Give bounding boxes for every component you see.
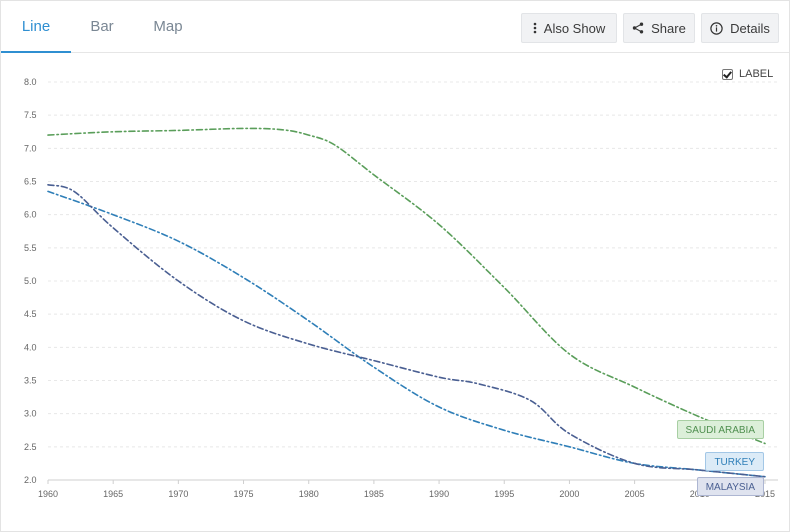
x-tick-label: 2005 bbox=[625, 489, 645, 499]
series-line-turkey[interactable] bbox=[47, 190, 766, 478]
y-tick-label: 4.5 bbox=[24, 309, 37, 319]
tab-bar[interactable]: Bar bbox=[90, 18, 114, 35]
y-tick-label: 4.0 bbox=[24, 342, 37, 352]
chart-toolbar: Line Bar Map Also Show Share bbox=[1, 1, 789, 53]
details-button[interactable]: Details bbox=[701, 13, 779, 43]
x-tick-label: 1990 bbox=[429, 489, 449, 499]
x-tick-label: 2015 bbox=[755, 489, 775, 499]
series-line-malaysia[interactable] bbox=[47, 184, 766, 478]
x-tick-label: 2000 bbox=[559, 489, 579, 499]
also-show-button[interactable]: Also Show bbox=[521, 13, 617, 43]
y-tick-label: 5.5 bbox=[24, 243, 37, 253]
label-toggle-text: LABEL bbox=[739, 68, 774, 80]
y-tick-label: 7.5 bbox=[24, 110, 37, 120]
also-show-label: Also Show bbox=[543, 20, 606, 36]
share-button[interactable]: Share bbox=[623, 13, 695, 43]
y-tick-label: 2.5 bbox=[24, 442, 37, 452]
series-line-saudi-arabia[interactable] bbox=[47, 127, 766, 445]
y-tick-label: 6.0 bbox=[24, 210, 37, 220]
chart-series bbox=[47, 127, 766, 478]
kebab-vertical-icon bbox=[533, 22, 537, 34]
x-tick-label: 1985 bbox=[364, 489, 384, 499]
y-tick-label: 2.0 bbox=[24, 475, 37, 485]
share-label: Share bbox=[651, 20, 686, 36]
label-checkbox[interactable] bbox=[722, 68, 733, 80]
y-tick-label: 3.5 bbox=[24, 376, 37, 386]
share-icon bbox=[632, 22, 644, 34]
x-tick-label: 1980 bbox=[299, 489, 319, 499]
series-tag-malaysia[interactable]: MALAYSIA bbox=[696, 477, 764, 496]
chart-grid bbox=[48, 81, 778, 481]
x-axis-ticks: 1960 1965 1970 1975 1980 1985 1990 1995 2000 2005… bbox=[38, 479, 778, 499]
x-tick-label: 1960 bbox=[38, 489, 58, 499]
details-label: Details bbox=[730, 20, 770, 36]
x-tick-label: 1995 bbox=[494, 489, 514, 499]
y-axis-ticks: 8.0 7.5 7.0 6.5 6.0 5.5 5.0 4.5 4.0 3.5 3.0 2.5 2.0 bbox=[24, 77, 37, 485]
y-tick-label: 5.0 bbox=[24, 276, 37, 286]
tab-line[interactable]: Line bbox=[1, 1, 71, 53]
x-tick-label: 1970 bbox=[168, 489, 188, 499]
y-tick-label: 6.5 bbox=[24, 177, 37, 187]
y-tick-label: 3.0 bbox=[24, 409, 37, 419]
y-tick-label: 7.0 bbox=[24, 143, 37, 153]
x-tick-label: 1965 bbox=[103, 489, 123, 499]
label-toggle[interactable]: LABEL bbox=[722, 67, 773, 81]
series-tag-turkey[interactable]: TURKEY bbox=[705, 452, 764, 471]
y-tick-label: 8.0 bbox=[24, 77, 37, 87]
series-tag-saudi-arabia[interactable]: SAUDI ARABIA bbox=[676, 420, 764, 439]
info-circle-icon bbox=[710, 21, 723, 35]
tab-map[interactable]: Map bbox=[153, 18, 183, 35]
x-tick-label: 1975 bbox=[234, 489, 254, 499]
